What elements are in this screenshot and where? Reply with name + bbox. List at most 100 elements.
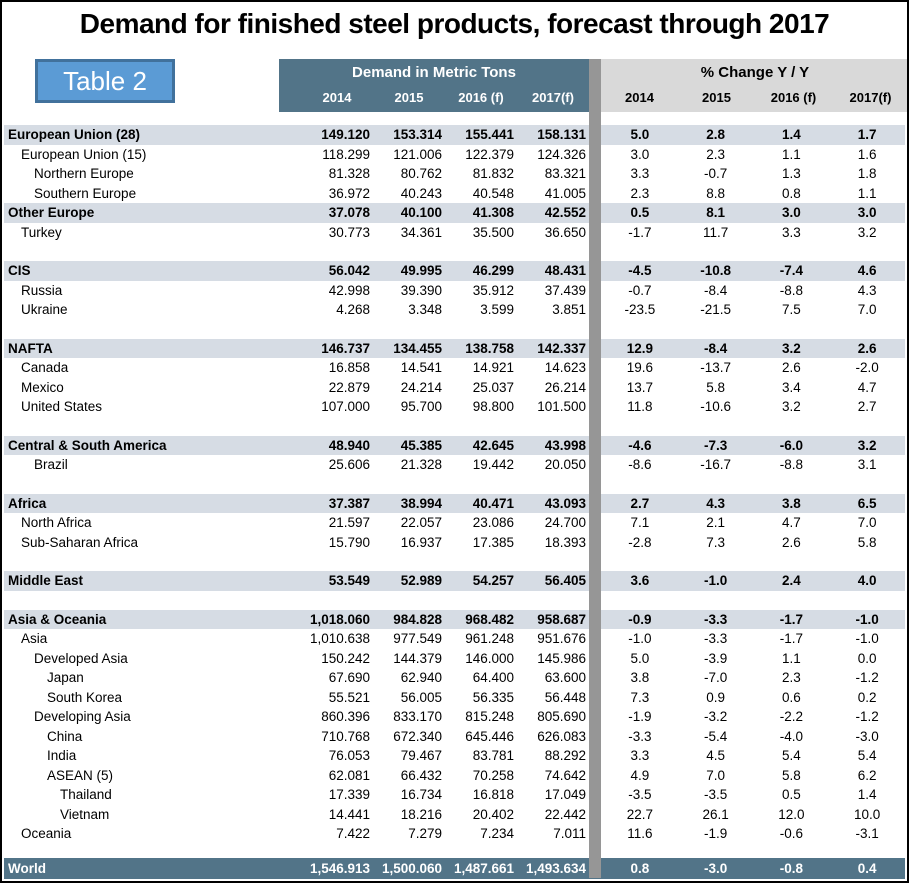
demand-value: 124.326	[537, 146, 586, 162]
pct-value: -2.2	[779, 709, 803, 725]
pct-value: 0.2	[857, 689, 877, 705]
demand-value: 1,546.913	[309, 860, 370, 876]
demand-value: 42.645	[472, 437, 514, 453]
pct-value: -1.2	[855, 670, 879, 686]
region-label: Developed Asia	[34, 650, 128, 666]
demand-value: 672.340	[393, 728, 442, 744]
pct-value: -3.3	[703, 611, 728, 627]
pct-value: 1.3	[781, 166, 801, 182]
pct-value: -7.3	[703, 437, 728, 453]
year-header: 2017(f)	[532, 90, 574, 105]
region-label: ASEAN (5)	[47, 767, 114, 783]
demand-value: 14.921	[472, 360, 514, 376]
pct-value: 26.1	[702, 806, 729, 822]
demand-value: 815.248	[465, 709, 514, 725]
demand-value: 30.773	[328, 224, 370, 240]
region-label: European Union (28)	[8, 127, 141, 143]
table-row: Northern Europe 81.328 80.762 81.832 83.321 3…	[4, 164, 905, 184]
pct-value: 2.7	[857, 399, 877, 415]
pct-value: -0.9	[628, 611, 652, 627]
demand-value: 67.690	[328, 670, 370, 686]
pct-value: 4.3	[857, 282, 877, 298]
demand-value: 833.170	[393, 709, 442, 725]
pct-value: 1.8	[857, 166, 877, 182]
region-label: India	[47, 748, 77, 764]
spacer-row	[4, 242, 905, 261]
pct-value: 3.2	[857, 437, 877, 453]
demand-value: 40.548	[472, 185, 514, 201]
demand-value: 860.396	[321, 709, 370, 725]
pct-value: -7.4	[779, 263, 803, 279]
pct-value: -3.1	[855, 826, 879, 842]
pct-value: 3.2	[781, 399, 801, 415]
table-row: European Union (28) 149.120 153.314 155.441…	[4, 125, 905, 145]
pct-value: -1.9	[703, 826, 728, 842]
pct-value: 7.3	[630, 689, 650, 705]
demand-value: 98.800	[472, 399, 514, 415]
demand-value: 23.086	[472, 515, 514, 531]
demand-value: 805.690	[537, 709, 586, 725]
pct-value: 13.7	[626, 379, 654, 395]
demand-value: 7.234	[480, 826, 514, 842]
pct-value: -1.0	[855, 611, 879, 627]
region-label: Other Europe	[8, 205, 95, 221]
demand-value: 22.879	[328, 379, 370, 395]
table-row: Russia 42.998 39.390 35.912 37.439 -0.7 -8.4 -8…	[4, 281, 905, 301]
pct-value: 3.8	[630, 670, 650, 686]
demand-value: 24.700	[544, 515, 586, 531]
region-label: North Africa	[21, 515, 92, 531]
region-label: Middle East	[8, 573, 84, 589]
demand-value: 14.623	[544, 360, 586, 376]
pct-value: -0.8	[779, 860, 803, 876]
pct-value: 1.4	[781, 127, 801, 143]
pct-value: 10.0	[853, 806, 881, 822]
table-row: Southern Europe 36.972 40.243 40.548 41.005 2…	[4, 184, 905, 204]
demand-value: 145.986	[537, 650, 586, 666]
pct-value: -3.0	[703, 860, 728, 876]
demand-value: 26.214	[544, 379, 586, 395]
demand-value: 149.120	[321, 127, 370, 143]
demand-value: 626.083	[537, 728, 586, 744]
region-label: Oceania	[21, 826, 72, 842]
pct-value: 0.8	[630, 860, 650, 876]
pct-value: 0.4	[857, 860, 877, 876]
demand-value: 81.832	[472, 166, 514, 182]
demand-value: 95.700	[400, 399, 442, 415]
pct-value: 7.0	[857, 302, 877, 318]
demand-value: 958.687	[537, 611, 586, 627]
pct-value: 1.1	[781, 650, 801, 666]
demand-value: 1,018.060	[309, 611, 370, 627]
pct-value: 7.1	[630, 515, 650, 531]
demand-value: 122.379	[465, 146, 514, 162]
demand-value: 52.989	[400, 573, 442, 589]
pct-value: -21.5	[700, 302, 732, 318]
region-label: Vietnam	[60, 806, 110, 822]
demand-value: 63.600	[544, 670, 586, 686]
demand-value: 38.994	[400, 495, 442, 511]
demand-value: 25.606	[328, 457, 370, 473]
region-label: Developing Asia	[34, 709, 131, 725]
pct-value: 3.4	[781, 379, 801, 395]
demand-value: 19.442	[472, 457, 514, 473]
pct-value: -8.8	[779, 457, 803, 473]
pct-value: -10.8	[700, 263, 732, 279]
year-header: 2015	[702, 90, 731, 105]
pct-value: 7.0	[706, 767, 726, 783]
pct-value: -3.9	[703, 650, 728, 666]
demand-value: 16.937	[400, 534, 442, 550]
pct-value: 3.0	[781, 205, 801, 221]
pct-value: 2.6	[857, 340, 877, 356]
pct-value: 8.1	[706, 205, 726, 221]
pct-value: -23.5	[624, 302, 656, 318]
table-row: China 710.768 672.340 645.446 626.083 -3.3 -5.…	[4, 727, 905, 747]
pct-value: -8.4	[703, 340, 728, 356]
demand-value: 121.006	[393, 146, 442, 162]
pct-value: 6.2	[857, 767, 877, 783]
demand-value: 76.053	[328, 748, 370, 764]
pct-value: 5.4	[857, 748, 877, 764]
pct-value: -3.3	[703, 631, 728, 647]
pct-value: 7.3	[706, 534, 726, 550]
demand-value: 48.431	[544, 263, 586, 279]
pct-value: -0.7	[628, 282, 652, 298]
